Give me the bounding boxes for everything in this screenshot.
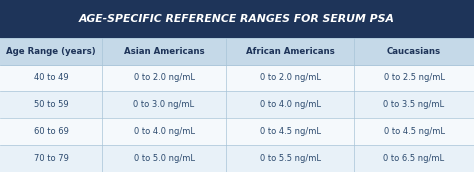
- Text: 0 to 4.0 ng/mL: 0 to 4.0 ng/mL: [260, 100, 320, 109]
- Text: 0 to 6.5 ng/mL: 0 to 6.5 ng/mL: [383, 154, 445, 163]
- Text: 0 to 2.5 ng/mL: 0 to 2.5 ng/mL: [383, 73, 445, 82]
- Bar: [0, 145, 474, 172]
- Text: AGE-SPECIFIC REFERENCE RANGES FOR SERUM PSA: AGE-SPECIFIC REFERENCE RANGES FOR SERUM …: [79, 14, 395, 24]
- Text: 0 to 2.0 ng/mL: 0 to 2.0 ng/mL: [134, 73, 194, 82]
- Text: 50 to 59: 50 to 59: [34, 100, 68, 109]
- Bar: [0, 118, 474, 145]
- Text: 0 to 5.5 ng/mL: 0 to 5.5 ng/mL: [260, 154, 320, 163]
- Text: Age Range (years): Age Range (years): [6, 47, 96, 56]
- Bar: [0, 91, 474, 118]
- Text: Asian Americans: Asian Americans: [124, 47, 204, 56]
- Text: 0 to 4.5 ng/mL: 0 to 4.5 ng/mL: [260, 127, 320, 136]
- Text: 0 to 4.5 ng/mL: 0 to 4.5 ng/mL: [383, 127, 445, 136]
- Text: 70 to 79: 70 to 79: [34, 154, 68, 163]
- Bar: [0, 64, 474, 91]
- Text: African Americans: African Americans: [246, 47, 335, 56]
- Text: 0 to 5.0 ng/mL: 0 to 5.0 ng/mL: [134, 154, 194, 163]
- Text: 60 to 69: 60 to 69: [34, 127, 68, 136]
- Text: 0 to 3.0 ng/mL: 0 to 3.0 ng/mL: [134, 100, 194, 109]
- Text: 0 to 3.5 ng/mL: 0 to 3.5 ng/mL: [383, 100, 445, 109]
- Text: 0 to 2.0 ng/mL: 0 to 2.0 ng/mL: [260, 73, 320, 82]
- Text: Caucasians: Caucasians: [387, 47, 441, 56]
- Bar: [0, 0, 474, 38]
- Text: 40 to 49: 40 to 49: [34, 73, 68, 82]
- Text: 0 to 4.0 ng/mL: 0 to 4.0 ng/mL: [134, 127, 194, 136]
- Bar: [0, 38, 474, 64]
